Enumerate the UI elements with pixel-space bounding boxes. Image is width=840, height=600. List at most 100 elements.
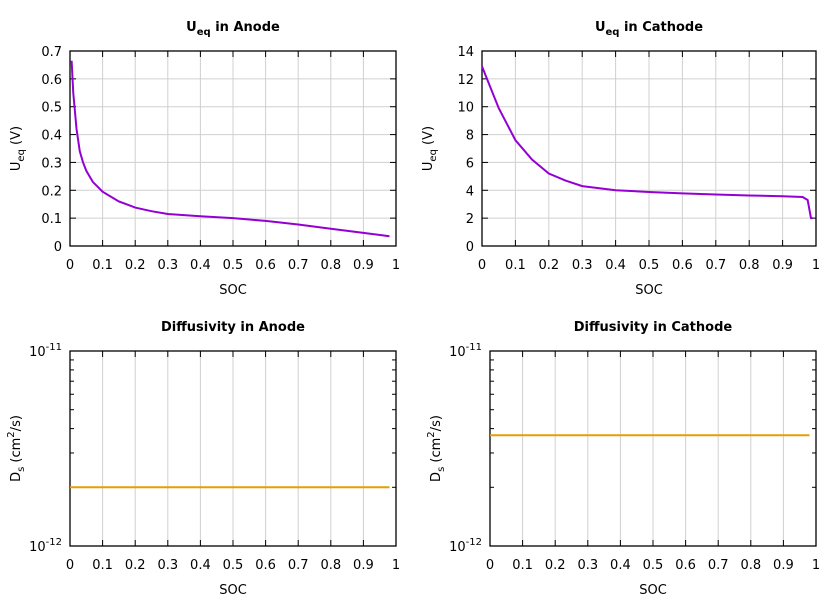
subplot-4: 0 0.1 0.2 0.3 0.4 0.5 0.6 0.7 0.8 0.9 110-1210-11D… [426, 320, 820, 598]
x-axis-label: SOC [635, 283, 663, 298]
y-axis-label: Ueq (V) [9, 126, 27, 171]
y-tick-label: 0.5 [41, 101, 62, 116]
x-tick-label: 0.6 [675, 558, 696, 573]
x-tick-label: 1 [812, 558, 820, 573]
text-span: Diffusivity in Cathode [574, 320, 733, 335]
y-axis-label: Ds (cm2/s) [6, 415, 27, 482]
x-tick-label: 0.7 [288, 258, 309, 273]
x-tick-label: 0.4 [190, 258, 211, 273]
y-tick-label: 0.2 [41, 184, 62, 199]
x-tick-label: 0.2 [545, 558, 566, 573]
plot-frame [481, 50, 817, 247]
x-tick-label: 0.3 [577, 558, 598, 573]
subplot-1: 0 0.1 0.2 0.3 0.4 0.5 0.6 0.7 0.8 0.9 1 0 0.1 0.2 0.3 0… [9, 20, 400, 298]
x-tick-label: 0.9 [772, 258, 793, 273]
text-span: 2 [6, 431, 17, 437]
text-span: Diffusivity in Anode [161, 320, 305, 335]
x-tick-label: 0.9 [353, 558, 374, 573]
x-tick-label: 0.9 [773, 558, 794, 573]
y-tick-label: 0.3 [41, 156, 62, 171]
x-tick-label: 0.8 [320, 258, 341, 273]
x-tick-label: 0.5 [639, 258, 660, 273]
text-span: (V) [9, 126, 24, 149]
text-span: 10 [29, 540, 46, 555]
text-span: (cm [9, 438, 24, 467]
y-tick-label: 0 [54, 240, 62, 255]
x-tick-label: 0.6 [255, 258, 276, 273]
x-axis-label: SOC [219, 583, 247, 598]
x-tick-label: 0.8 [740, 558, 761, 573]
text-span: U [595, 20, 606, 35]
x-tick-label: 0.9 [353, 258, 374, 273]
x-tick-label: 0.2 [538, 258, 559, 273]
x-tick-label: 0.8 [739, 258, 760, 273]
subplot-title: Diffusivity in Cathode [574, 320, 733, 335]
text-span: in Cathode [619, 20, 703, 35]
x-tick-label: 0.7 [705, 258, 726, 273]
text-span: eq [606, 27, 620, 38]
y-axis-label: Ds (cm2/s) [426, 415, 447, 482]
x-tick-label: 0.1 [505, 258, 526, 273]
x-tick-label: 0.4 [190, 558, 211, 573]
x-tick-label: 0.5 [223, 258, 244, 273]
text-span: 2 [426, 431, 437, 437]
text-span: 10 [449, 345, 466, 360]
text-span: D [429, 472, 444, 482]
y-tick-label: 10-12 [29, 537, 62, 555]
x-tick-label: 0.3 [572, 258, 593, 273]
x-axis-label: SOC [639, 583, 667, 598]
text-span: -12 [46, 537, 62, 548]
x-tick-label: 0.3 [157, 558, 178, 573]
x-tick-label: 0.1 [92, 258, 113, 273]
text-span: -11 [466, 342, 482, 353]
text-span: eq [197, 27, 211, 38]
x-tick-label: 0.8 [320, 558, 341, 573]
text-span: eq [16, 149, 27, 162]
text-span: in Anode [211, 20, 280, 35]
y-tick-label: 0.4 [41, 129, 62, 144]
subplot-title: Ueq in Anode [186, 20, 280, 38]
subplot-3: 0 0.1 0.2 0.3 0.4 0.5 0.6 0.7 0.8 0.9 110-1210-11D… [6, 320, 400, 598]
x-tick-label: 1 [812, 258, 820, 273]
x-tick-label: 0.5 [223, 558, 244, 573]
plot-frame [489, 350, 817, 547]
x-tick-label: 0 [66, 558, 74, 573]
text-span: U [9, 162, 24, 172]
y-tick-label: 4 [466, 184, 474, 199]
text-span: s [436, 467, 447, 472]
y-tick-label: 14 [457, 45, 474, 60]
y-tick-label: 10 [457, 101, 474, 116]
y-tick-label: 2 [466, 212, 474, 227]
x-tick-label: 0.2 [125, 258, 146, 273]
x-tick-label: 1 [392, 558, 400, 573]
x-axis-label: SOC [219, 283, 247, 298]
text-span: /s) [9, 415, 24, 431]
text-span: /s) [429, 415, 444, 431]
text-span: U [186, 20, 197, 35]
x-tick-label: 0 [66, 258, 74, 273]
y-tick-label: 10-11 [29, 342, 62, 360]
x-tick-label: 0.4 [605, 258, 626, 273]
x-tick-label: 0.1 [92, 558, 113, 573]
y-tick-label: 10-12 [449, 537, 482, 555]
subplot-title: Ueq in Cathode [595, 20, 703, 38]
x-tick-label: 0.5 [643, 558, 664, 573]
text-span: -12 [466, 537, 482, 548]
data-series-line [481, 65, 813, 220]
text-span: 10 [449, 540, 466, 555]
x-tick-label: 0.7 [288, 558, 309, 573]
text-span: D [9, 472, 24, 482]
y-tick-label: 12 [457, 73, 474, 88]
y-tick-label: 0.6 [41, 73, 62, 88]
text-span: s [16, 467, 27, 472]
y-axis-label: Ueq (V) [421, 126, 439, 171]
y-tick-label: 8 [466, 129, 474, 144]
subplot-title: Diffusivity in Anode [161, 320, 305, 335]
text-span: (cm [429, 438, 444, 467]
x-tick-label: 0.2 [125, 558, 146, 573]
data-series-line [70, 60, 390, 238]
text-span: eq [428, 149, 439, 162]
x-tick-label: 0.3 [157, 258, 178, 273]
text-span: U [421, 162, 436, 172]
